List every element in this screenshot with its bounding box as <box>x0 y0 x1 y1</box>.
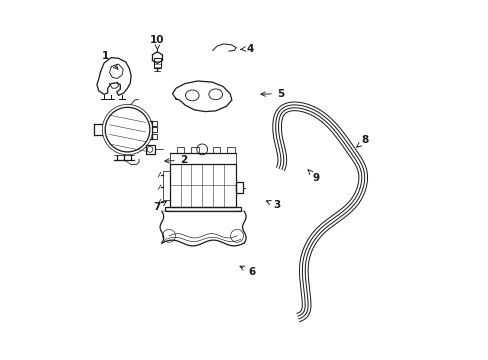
Text: 10: 10 <box>150 35 164 50</box>
Bar <box>169 164 236 207</box>
Bar <box>191 147 198 153</box>
Bar <box>163 171 169 200</box>
Bar <box>165 207 241 211</box>
Bar <box>151 127 157 132</box>
Text: 5: 5 <box>261 89 284 99</box>
Text: 6: 6 <box>240 266 255 277</box>
Bar <box>153 58 161 68</box>
Text: 9: 9 <box>307 170 320 183</box>
Text: 8: 8 <box>356 135 368 147</box>
Bar <box>213 147 220 153</box>
Text: 1: 1 <box>102 51 118 69</box>
Bar <box>151 134 157 139</box>
Bar <box>145 145 154 154</box>
Bar <box>177 147 184 153</box>
Bar <box>151 121 157 126</box>
Bar <box>227 147 234 153</box>
Text: 7: 7 <box>153 201 166 212</box>
Text: 3: 3 <box>266 200 280 210</box>
Text: 2: 2 <box>164 155 186 165</box>
Text: 4: 4 <box>240 44 253 54</box>
Bar <box>236 182 243 193</box>
